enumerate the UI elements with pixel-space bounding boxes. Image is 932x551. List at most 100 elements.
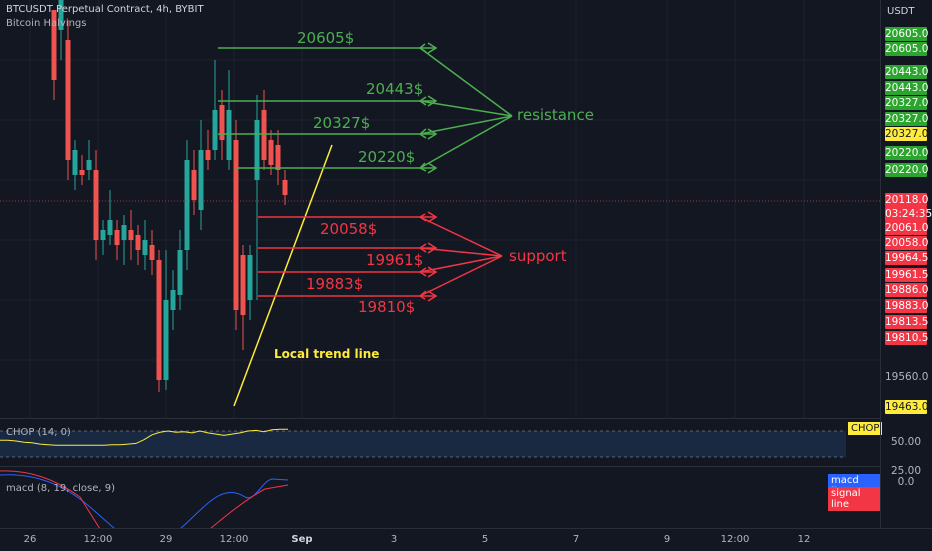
trend-line-label: Local trend line [274, 347, 380, 361]
price-label: 20220.0 [885, 146, 929, 160]
price-label: 20220.0 [885, 163, 929, 177]
candle-body [212, 110, 218, 150]
chop-tick: 25.00 [890, 465, 922, 477]
price-label: 20058.0 [885, 236, 929, 250]
price-label: 20061.0 [885, 221, 929, 235]
candle-countdown: 03:24:35 [885, 207, 932, 221]
local-trend-line[interactable] [233, 144, 333, 407]
support-level-1: 20058$ [320, 220, 378, 238]
price-label: 20605.0 [885, 27, 929, 41]
support-level-3: 19883$ [306, 275, 364, 293]
price-label: 19961.5 [885, 268, 929, 282]
time-tick: 26 [23, 534, 37, 545]
candle-body [86, 160, 92, 170]
price-chart-pane[interactable]: BTCUSDT Perpetual Contract, 4h, BYBIT Bi… [0, 0, 880, 418]
candle-body [135, 235, 141, 250]
chop-value-badge: CHOP [848, 422, 883, 435]
candle-body [247, 255, 253, 300]
time-tick: 3 [390, 534, 398, 545]
currency-label: USDT [887, 6, 915, 17]
price-tick: 19560.0 [885, 371, 929, 383]
time-tick: 12:00 [83, 534, 113, 545]
chop-legend[interactable]: CHOP (14, 0) [6, 427, 71, 438]
time-axis[interactable]: 26 12:00 29 12:00 Sep 3 5 7 9 12:00 12 [0, 528, 932, 551]
candle-body [58, 0, 64, 30]
chop-indicator-pane[interactable]: CHOP (14, 0) CHOP [0, 418, 883, 467]
signal-line [0, 470, 289, 530]
candle-body [121, 225, 127, 240]
price-label: 19813.5 [885, 315, 929, 329]
candle-body [184, 160, 190, 250]
signal-line-badge: signal line [828, 487, 880, 511]
candle-body [93, 170, 99, 240]
price-label: 20605.0 [885, 42, 929, 56]
candle-body [149, 245, 155, 260]
time-tick: 12 [797, 534, 811, 545]
price-label: 20443.0 [885, 65, 929, 79]
price-label-low: 19463.0 [885, 400, 929, 414]
candle-body [72, 150, 78, 175]
candle-body [114, 230, 120, 245]
support-level-4: 19810$ [358, 298, 416, 316]
candle-body [198, 150, 204, 210]
candle-body [170, 290, 176, 310]
chop-chart [0, 428, 846, 458]
indicator-legend[interactable]: Bitcoin Halvings [6, 18, 87, 29]
arrowhead [427, 95, 438, 107]
price-label: 19883.0 [885, 299, 929, 313]
time-tick: 9 [663, 534, 671, 545]
price-axis[interactable]: USDT [880, 0, 932, 528]
support-level-2: 19961$ [366, 251, 424, 269]
candle-body [261, 110, 267, 160]
price-label: 19810.5 [885, 331, 929, 345]
candle-body [254, 120, 260, 180]
last-price-label: 20118.0 [885, 193, 929, 207]
candle-body [219, 105, 225, 140]
candle-body [275, 145, 281, 170]
time-tick: 12:00 [219, 534, 249, 545]
arrowhead [427, 128, 438, 140]
time-tick: 29 [159, 534, 173, 545]
chop-tick: 50.00 [890, 436, 922, 448]
macd-line [0, 474, 289, 530]
price-label: 20443.0 [885, 81, 929, 95]
candle-body [205, 150, 211, 160]
candle-body [142, 240, 148, 255]
price-label: 20327.0 [885, 112, 929, 126]
candle-body [156, 260, 162, 380]
candle-body [107, 220, 113, 235]
symbol-title[interactable]: BTCUSDT Perpetual Contract, 4h, BYBIT [6, 4, 204, 15]
chop-line [0, 428, 288, 446]
candle-body [282, 180, 288, 195]
candle-body [100, 230, 106, 240]
price-label: 20327.0 [885, 96, 929, 110]
macd-indicator-pane[interactable]: macd (8, 19, close, 9) macd line signal … [0, 466, 880, 530]
resistance-level-1: 20605$ [297, 29, 355, 47]
time-tick: 5 [481, 534, 489, 545]
price-label: 19886.0 [885, 283, 929, 297]
price-chart[interactable] [0, 0, 880, 418]
candlestick-series [51, 0, 288, 392]
resistance-level-3: 20327$ [313, 114, 371, 132]
candle-body [240, 255, 246, 315]
resistance-level-2: 20443$ [366, 80, 424, 98]
price-label: 20327.0 [885, 127, 929, 141]
candle-body [233, 140, 239, 310]
candle-body [163, 300, 169, 380]
time-tick: 12:00 [720, 534, 750, 545]
candle-body [128, 230, 134, 240]
time-tick: 7 [572, 534, 580, 545]
support-label: support [509, 247, 567, 265]
candle-body [177, 250, 183, 295]
macd-chart [0, 470, 289, 530]
time-tick: Sep [291, 534, 313, 545]
price-label: 19964.5 [885, 251, 929, 265]
resistance-label: resistance [517, 106, 594, 124]
candle-body [226, 110, 232, 160]
resistance-level-4: 20220$ [358, 148, 416, 166]
candle-body [191, 170, 197, 200]
arrowhead [427, 42, 438, 54]
macd-legend[interactable]: macd (8, 19, close, 9) [6, 483, 115, 494]
candle-body [65, 40, 71, 160]
candle-body [268, 140, 274, 165]
